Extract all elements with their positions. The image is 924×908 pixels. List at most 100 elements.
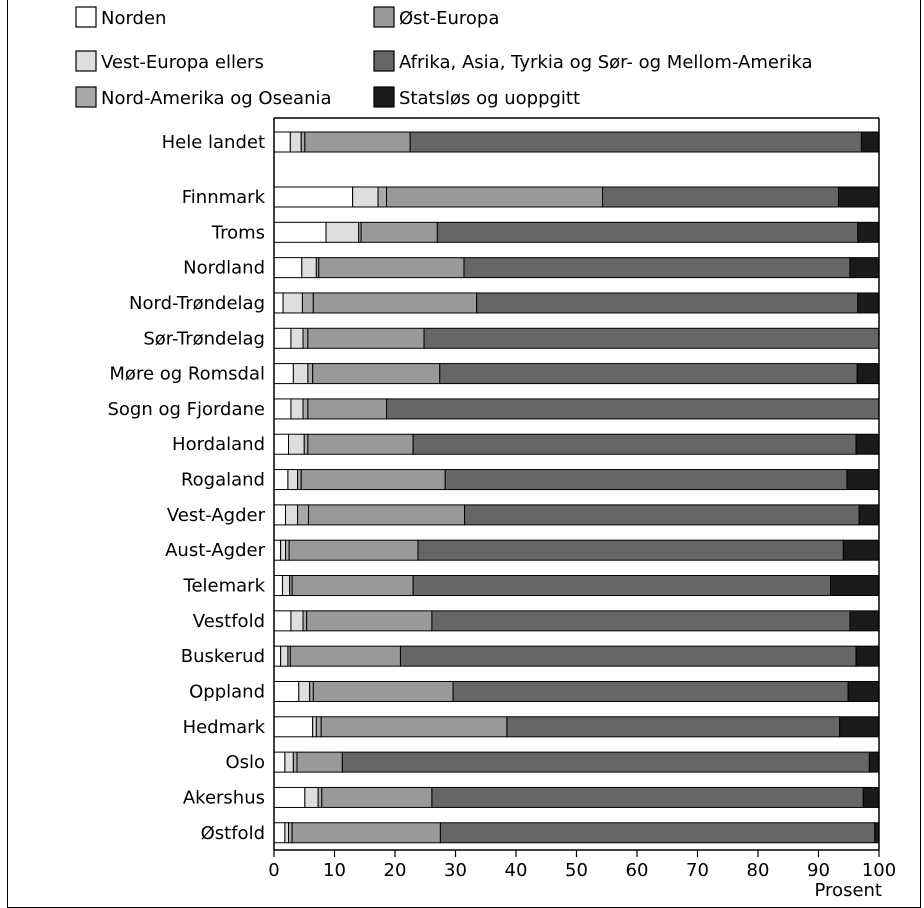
legend-label-nord-amerika-og-oseania: Nord-Amerika og Oseania [101,88,332,109]
bar-segment-hordaland-nord-amerika-og-oseania [303,433,309,455]
y-tick-label-akershus: Akershus [183,787,265,808]
y-tick-label-nord-trøndelag: Nord-Trøndelag [129,293,265,314]
bar-segment-østfold-øst-europa [291,822,441,844]
bar-row-akershus [273,786,880,808]
bar-segment-akershus-statsløs-og-uoppgitt [862,786,880,808]
y-tick-label-oslo: Oslo [225,752,265,773]
x-tick-label-20: 20 [384,860,407,881]
bar-segment-akershus-norden [273,786,306,808]
bar-segment-troms-norden [273,221,327,243]
bar-segment-vestfold-norden [273,610,292,632]
bar-segment-nordland-norden [273,257,303,279]
bar-segment-finnmark-norden [273,186,354,208]
bar-row-oppland [273,680,880,702]
bar-segment-telemark-øst-europa [291,575,414,597]
bar-segment-vestfold-statsløs-og-uoppgitt [849,610,880,632]
plot-area [273,131,880,844]
bar-row-sogn-og-fjordane [273,398,880,420]
bar-row-hordaland [273,433,880,455]
bar-row-hedmark [273,716,880,738]
legend-label-vest-europa-ellers: Vest-Europa ellers [101,52,264,73]
bar-segment-østfold-nord-amerika-og-oseania [288,822,293,844]
bar-row-hele-landet [273,131,880,153]
y-tick-label-sør-trøndelag: Sør-Trøndelag [143,328,265,349]
y-tick-label-sogn-og-fjordane: Sogn og Fjordane [107,399,265,420]
x-tick-label-80: 80 [747,860,770,881]
bar-segment-oppland-afrika-asia-tyrkia-og-sør-og-mellom-amerika [452,680,849,702]
bar-segment-oslo-nord-amerika-og-oseania [292,751,298,773]
bar-segment-møre-og-romsdal-norden [273,363,294,385]
bar-segment-møre-og-romsdal-afrika-asia-tyrkia-og-sør-og-mellom-amerika [439,363,858,385]
bar-segment-oppland-statsløs-og-uoppgitt [847,680,880,702]
bar-segment-finnmark-nord-amerika-og-oseania [377,186,388,208]
bar-segment-vest-agder-nord-amerika-og-oseania [297,504,309,526]
bar-segment-hele-landet-øst-europa [304,131,411,153]
bar-segment-oppland-norden [273,680,300,702]
bar-segment-aust-agder-statsløs-og-uoppgitt [842,539,880,561]
bar-segment-sør-trøndelag-øst-europa [307,327,425,349]
bar-segment-hordaland-norden [273,433,290,455]
bar-segment-telemark-statsløs-og-uoppgitt [830,575,880,597]
y-tick-label-oppland: Oppland [189,681,265,702]
bar-row-vest-agder [273,504,880,526]
bar-row-troms [273,221,880,243]
bar-segment-sør-trøndelag-vest-europa-ellers [290,327,304,349]
bar-row-telemark [273,575,880,597]
bar-segment-buskerud-statsløs-og-uoppgitt [855,645,880,667]
bar-segment-nordland-øst-europa [318,257,465,279]
bar-segment-rogaland-nord-amerika-og-oseania [297,469,302,491]
y-tick-label-møre-og-romsdal: Møre og Romsdal [109,364,265,385]
legend-label-afrika-asia-tyrkia-og-sør-og-mellom-amerika: Afrika, Asia, Tyrkia og Sør- og Mellom-A… [399,52,813,73]
bar-segment-aust-agder-afrika-asia-tyrkia-og-sør-og-mellom-amerika [417,539,844,561]
bar-segment-østfold-norden [273,822,286,844]
bar-segment-buskerud-norden [273,645,282,667]
bar-segment-sogn-og-fjordane-vest-europa-ellers [290,398,304,420]
bar-segment-hedmark-nord-amerika-og-oseania [315,716,322,738]
x-tick-label-70: 70 [686,860,709,881]
x-tick-label-30: 30 [444,860,467,881]
bar-segment-rogaland-vest-europa-ellers [287,469,299,491]
bar-segment-finnmark-vest-europa-ellers [352,186,379,208]
bar-segment-hedmark-afrika-asia-tyrkia-og-sør-og-mellom-amerika [506,716,841,738]
bar-segment-troms-øst-europa [360,221,438,243]
bar-segment-møre-og-romsdal-nord-amerika-og-oseania [307,363,314,385]
bar-segment-nord-trøndelag-øst-europa [312,292,478,314]
x-tick-label-100: 100 [862,860,896,881]
x-tick-label-60: 60 [626,860,649,881]
bar-segment-rogaland-norden [273,469,289,491]
bar-segment-akershus-afrika-asia-tyrkia-og-sør-og-mellom-amerika [431,786,864,808]
bar-row-aust-agder [273,539,880,561]
bar-row-nord-trøndelag [273,292,880,314]
x-tick-label-50: 50 [565,860,588,881]
y-tick-label-vest-agder: Vest-Agder [167,505,266,526]
bar-segment-akershus-vest-europa-ellers [304,786,319,808]
x-axis-title: Prosent [815,880,882,901]
x-tick-label-40: 40 [505,860,528,881]
bar-segment-finnmark-statsløs-og-uoppgitt [837,186,880,208]
legend-swatch-statsløs-og-uoppgitt [373,86,395,108]
bar-segment-møre-og-romsdal-øst-europa [312,363,441,385]
legend-swatch-norden [75,6,97,28]
bar-segment-hedmark-norden [273,716,314,738]
y-tick-label-aust-agder: Aust-Agder [165,540,265,561]
bar-segment-vest-agder-norden [273,504,286,526]
bar-segment-rogaland-afrika-asia-tyrkia-og-sør-og-mellom-amerika [444,469,848,491]
bar-segment-aust-agder-vest-europa-ellers [280,539,286,561]
bar-row-rogaland [273,469,880,491]
bar-segment-hordaland-afrika-asia-tyrkia-og-sør-og-mellom-amerika [412,433,857,455]
bar-segment-telemark-afrika-asia-tyrkia-og-sør-og-mellom-amerika [412,575,832,597]
bar-segment-hele-landet-vest-europa-ellers [289,131,302,153]
y-tick-label-buskerud: Buskerud [181,646,265,667]
bar-segment-nord-trøndelag-afrika-asia-tyrkia-og-sør-og-mellom-amerika [476,292,859,314]
bar-segment-sogn-og-fjordane-nord-amerika-og-oseania [302,398,309,420]
legend-swatch-øst-europa [373,6,395,28]
x-tick-label-0: 0 [268,860,279,881]
bar-segment-sør-trøndelag-nord-amerika-og-oseania [302,327,309,349]
y-tick-label-finnmark: Finnmark [182,187,266,208]
bar-segment-møre-og-romsdal-vest-europa-ellers [292,363,309,385]
bar-segment-telemark-vest-europa-ellers [281,575,291,597]
legend-label-statsløs-og-uoppgitt: Statsløs og uoppgitt [399,88,580,109]
bar-segment-vestfold-nord-amerika-og-oseania [302,610,308,632]
bar-row-vestfold [273,610,880,632]
